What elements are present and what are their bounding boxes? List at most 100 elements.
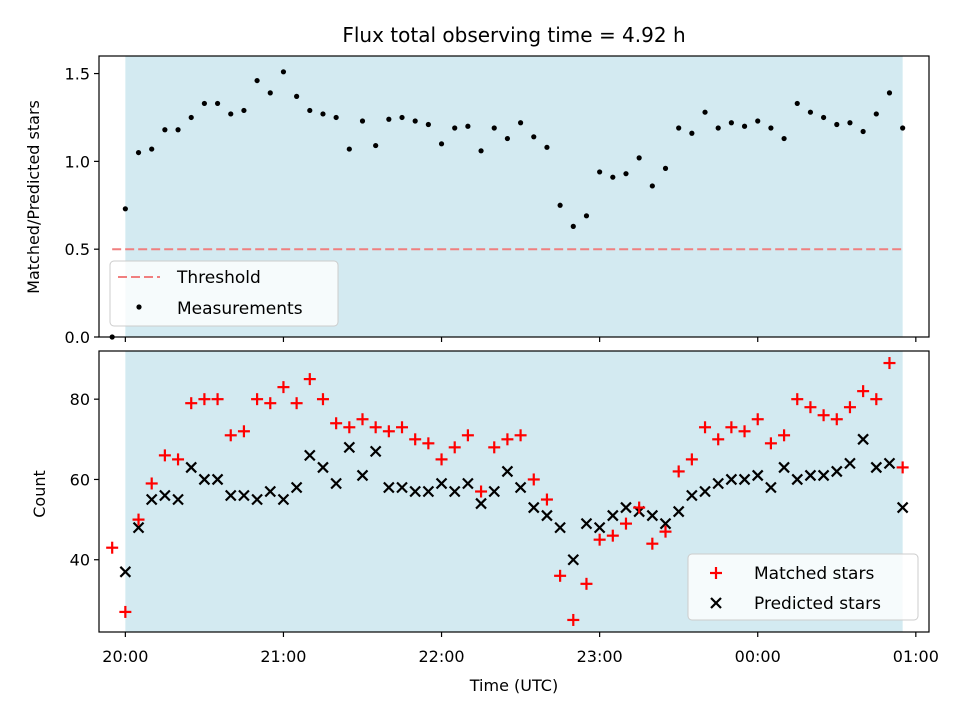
top-legend: Threshold Measurements bbox=[109, 260, 339, 327]
top-y-tick-label: 0.5 bbox=[65, 240, 90, 259]
bottom-x-tick-label: 00:00 bbox=[735, 647, 781, 666]
measurement-point bbox=[491, 125, 497, 131]
predicted-star-point bbox=[817, 469, 830, 482]
matched-star-point bbox=[501, 433, 514, 446]
matched-star-point bbox=[514, 429, 527, 442]
matched-star-point bbox=[791, 393, 804, 406]
bottom-y-axis-label: Count bbox=[30, 470, 49, 518]
matched-star-point bbox=[857, 385, 870, 398]
matched-star-point bbox=[422, 437, 435, 450]
predicted-star-point bbox=[830, 465, 843, 478]
predicted-star-point bbox=[857, 433, 869, 446]
matched-star-point bbox=[277, 381, 290, 394]
measurement-point bbox=[821, 114, 827, 121]
predicted-star-point bbox=[290, 481, 303, 494]
measurement-point bbox=[280, 69, 287, 75]
predicted-star-point bbox=[580, 517, 593, 530]
matched-star-point bbox=[251, 393, 264, 406]
matched-star-point bbox=[106, 541, 119, 554]
matched-star-point bbox=[712, 433, 725, 446]
measurement-point bbox=[294, 93, 300, 99]
predicted-star-point bbox=[462, 477, 474, 490]
bottom-axes-frame bbox=[98, 350, 930, 633]
legend-threshold-label: Threshold bbox=[176, 268, 261, 288]
measurement-point bbox=[122, 206, 128, 212]
bottom-y-tick-label: 80 bbox=[70, 390, 90, 409]
matched-star-point bbox=[435, 453, 448, 466]
matched-star-point bbox=[738, 425, 751, 438]
measurement-point bbox=[728, 120, 734, 126]
predicted-star-point bbox=[514, 481, 527, 494]
predicted-star-point bbox=[198, 473, 211, 486]
measurement-point bbox=[755, 118, 761, 124]
measurement-point bbox=[201, 100, 207, 107]
measurement-point bbox=[478, 148, 484, 154]
predicted-star-point bbox=[224, 489, 237, 502]
legend-predicted-label: Predicted stars bbox=[754, 594, 881, 614]
matched-star-point bbox=[396, 421, 409, 434]
matched-star-point bbox=[817, 409, 830, 422]
measurement-point bbox=[794, 100, 800, 107]
top-axes-frame bbox=[98, 55, 930, 338]
matched-star-point bbox=[237, 425, 250, 438]
predicted-star-point bbox=[343, 441, 356, 454]
measurement-point bbox=[320, 111, 326, 117]
matched-star-point bbox=[382, 425, 395, 438]
measurement-point bbox=[135, 149, 142, 156]
matched-star-point bbox=[290, 397, 303, 410]
bottom-y-tick-label: 40 bbox=[70, 551, 90, 570]
matched-star-point bbox=[659, 525, 672, 538]
predicted-star-point bbox=[409, 485, 421, 498]
measurement-point bbox=[399, 114, 405, 121]
predicted-star-point bbox=[422, 485, 435, 498]
measurement-point bbox=[583, 213, 590, 219]
measurement-point bbox=[425, 121, 431, 128]
measurement-point bbox=[333, 114, 339, 121]
measurement-point bbox=[531, 134, 537, 140]
measurement-point bbox=[254, 77, 260, 84]
predicted-star-point bbox=[396, 481, 408, 494]
measurement-point bbox=[781, 135, 787, 142]
predicted-star-point bbox=[686, 489, 698, 502]
bottom-y-tick-label: 60 bbox=[70, 470, 90, 489]
matched-star-point bbox=[448, 441, 461, 454]
predicted-star-point bbox=[119, 566, 132, 578]
bottom-x-tick-label: 23:00 bbox=[577, 647, 623, 666]
predicted-star-point bbox=[778, 461, 790, 474]
measurement-point bbox=[597, 169, 603, 175]
legend-measurements-label: Measurements bbox=[177, 299, 303, 319]
matched-star-point bbox=[172, 453, 185, 466]
measurement-point bbox=[636, 155, 642, 161]
predicted-star-point bbox=[607, 509, 619, 522]
matched-star-point bbox=[725, 421, 738, 434]
measurement-point bbox=[228, 111, 234, 117]
predicted-star-point bbox=[804, 469, 817, 482]
measurement-point bbox=[214, 100, 221, 107]
measurement-point bbox=[517, 120, 524, 126]
matched-star-point bbox=[685, 453, 698, 466]
chart-title: Flux total observing time = 4.92 h bbox=[342, 23, 685, 47]
measurement-point bbox=[715, 125, 721, 131]
measurement-point bbox=[834, 121, 840, 128]
predicted-star-point bbox=[541, 509, 553, 522]
measurement-point bbox=[162, 127, 168, 133]
matched-star-point bbox=[461, 429, 474, 442]
predicted-star-point bbox=[725, 473, 738, 486]
measurement-point bbox=[610, 174, 616, 180]
measurement-point bbox=[570, 223, 576, 229]
matched-star-point bbox=[211, 393, 224, 406]
measurement-point bbox=[544, 144, 550, 150]
matched-star-point bbox=[843, 401, 856, 414]
measurement-point bbox=[649, 183, 655, 189]
matched-star-point bbox=[343, 421, 356, 434]
matched-star-point bbox=[554, 569, 567, 582]
matched-star-point bbox=[567, 613, 580, 626]
matched-star-point bbox=[185, 397, 198, 410]
predicted-star-point bbox=[620, 501, 632, 514]
predicted-star-point bbox=[448, 485, 461, 498]
predicted-star-point bbox=[145, 493, 158, 506]
predicted-star-point bbox=[264, 485, 277, 498]
predicted-star-point bbox=[791, 473, 804, 486]
matched-star-point bbox=[764, 437, 777, 450]
legend-matched-swatch bbox=[710, 567, 722, 579]
